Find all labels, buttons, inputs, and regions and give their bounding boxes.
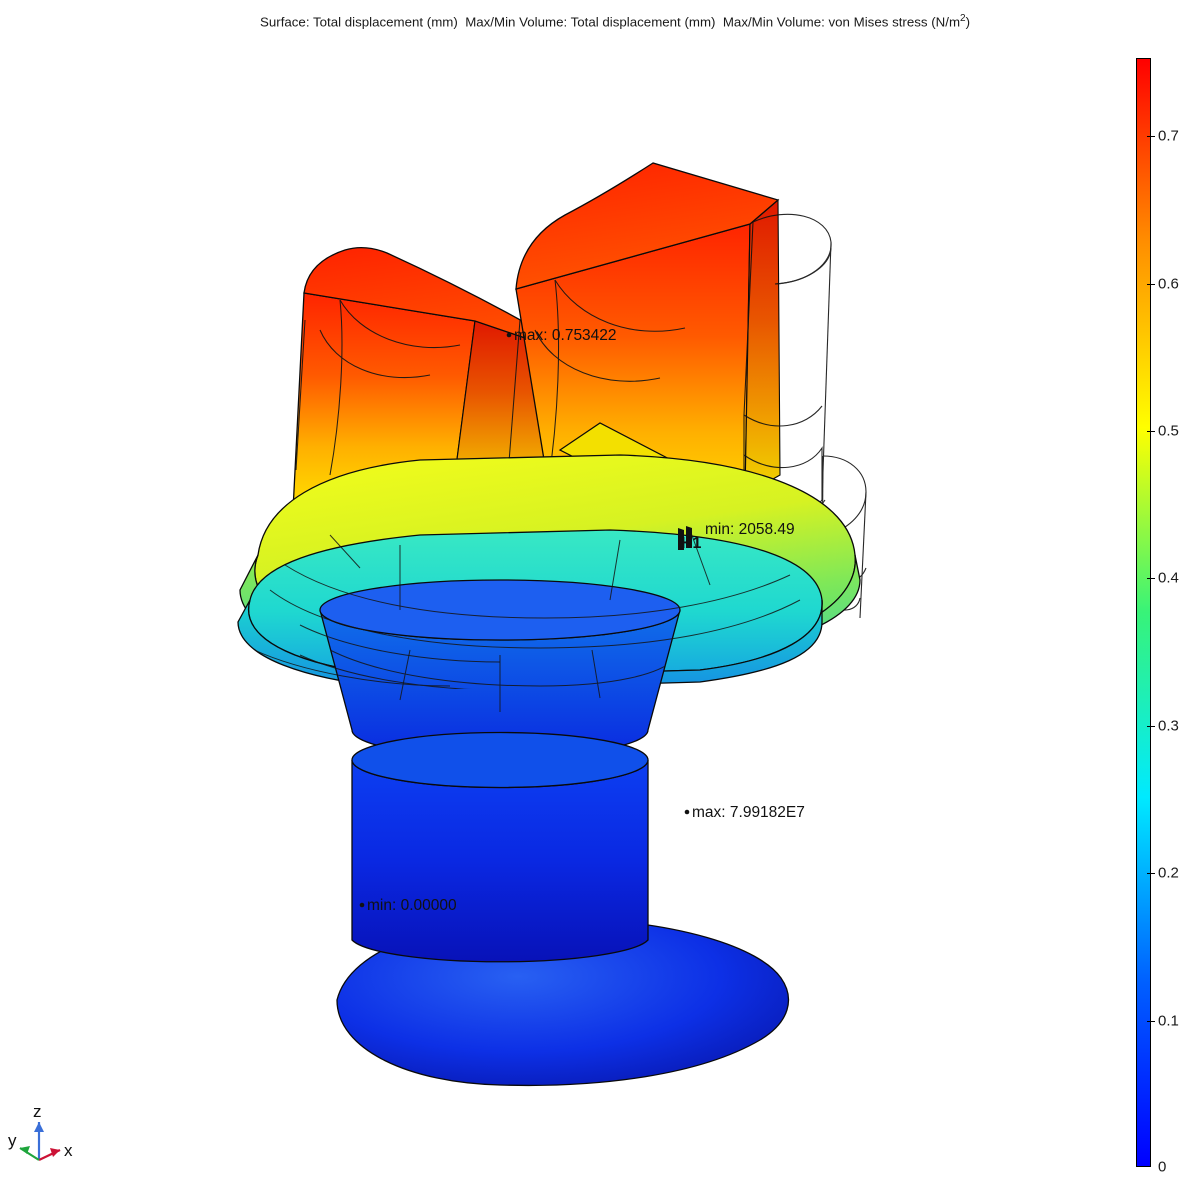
svg-text:x: x [64,1141,73,1160]
svg-text:H1: H1 [681,535,702,552]
svg-text:max: 0.753422: max: 0.753422 [514,327,617,344]
svg-text:min: 2058.49: min: 2058.49 [705,521,795,538]
svg-text:min: 0.00000: min: 0.00000 [367,897,457,914]
svg-text:max: 7.99182E7: max: 7.99182E7 [692,804,805,821]
svg-text:z: z [33,1102,42,1121]
svg-text:y: y [8,1131,17,1150]
